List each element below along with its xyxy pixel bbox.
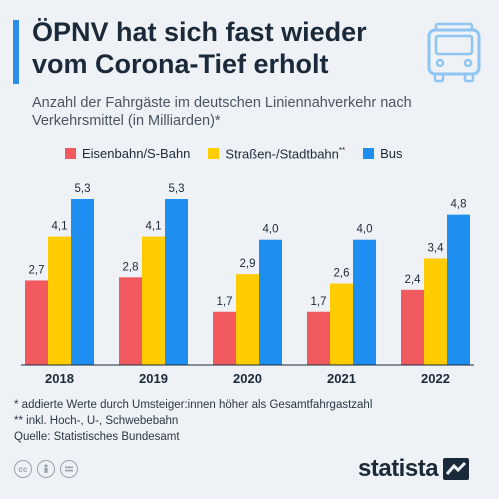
- data-label-strassenbahn-2022: 3,4: [428, 243, 445, 255]
- bar-strassenbahn-2019: [142, 236, 165, 365]
- legend-item-strassenbahn: Straßen-/Stadtbahn**: [208, 146, 345, 161]
- nd-icon[interactable]: [60, 460, 78, 478]
- data-label-eisenbahn-2018: 2,7: [29, 264, 45, 276]
- data-label-eisenbahn-2019: 2,8: [123, 261, 139, 273]
- statista-brand[interactable]: statista: [358, 455, 470, 483]
- title-accent-bar: [13, 20, 19, 84]
- data-label-bus-2020: 4,0: [263, 224, 279, 236]
- bar-eisenbahn-2022: [401, 289, 424, 365]
- footnotes: * addierte Werte durch Umsteiger:innen h…: [14, 397, 372, 445]
- x-tick-label-2020: 2020: [233, 371, 262, 386]
- data-label-eisenbahn-2021: 1,7: [311, 296, 327, 308]
- x-tick-label-2022: 2022: [421, 371, 450, 386]
- bar-strassenbahn-2018: [48, 236, 71, 365]
- data-label-eisenbahn-2022: 2,4: [405, 274, 422, 286]
- bar-bus-2019: [165, 199, 188, 365]
- bar-strassenbahn-2020: [236, 274, 259, 365]
- data-label-bus-2021: 4,0: [357, 224, 373, 236]
- bar-bus-2020: [259, 239, 282, 365]
- bar-strassenbahn-2022: [424, 258, 447, 365]
- chart-title: ÖPNV hat sich fast wieder vom Corona-Tie…: [32, 17, 367, 79]
- by-icon[interactable]: [37, 460, 55, 478]
- data-label-bus-2018: 5,3: [75, 183, 91, 195]
- bar-bus-2018: [71, 199, 94, 365]
- legend: Eisenbahn/S-Bahn Straßen-/Stadtbahn** Bu…: [65, 146, 421, 161]
- license-icons: cc: [14, 460, 83, 478]
- footnote-2: ** inkl. Hoch-, U-, Schwebebahn: [14, 415, 179, 427]
- legend-label-strassenbahn-sup: **: [338, 146, 346, 155]
- bar-eisenbahn-2018: [25, 280, 48, 365]
- bar-eisenbahn-2020: [213, 311, 236, 365]
- data-label-strassenbahn-2018: 4,1: [52, 221, 68, 233]
- legend-swatch-bus: [363, 148, 375, 160]
- legend-label-bus: Bus: [380, 146, 403, 162]
- footnote-1: * addierte Werte durch Umsteiger:innen h…: [14, 399, 373, 411]
- data-label-strassenbahn-2021: 2,6: [334, 268, 350, 280]
- x-tick-label-2019: 2019: [139, 371, 168, 386]
- data-label-strassenbahn-2020: 2,9: [240, 258, 256, 270]
- data-label-bus-2022: 4,8: [451, 199, 467, 211]
- x-tick-label-2021: 2021: [327, 371, 356, 386]
- bar-bus-2021: [353, 239, 376, 365]
- x-tick-label-2018: 2018: [45, 371, 74, 386]
- statista-logo-icon: [443, 458, 470, 480]
- legend-swatch-eisenbahn: [65, 148, 76, 160]
- cc-icon[interactable]: cc: [14, 460, 32, 478]
- data-label-eisenbahn-2020: 1,7: [217, 296, 233, 308]
- legend-label-strassenbahn: Straßen-/Stadtbahn: [225, 146, 339, 162]
- legend-item-eisenbahn: Eisenbahn/S-Bahn: [65, 146, 190, 161]
- bar-bus-2022: [447, 214, 470, 365]
- bar-eisenbahn-2021: [307, 311, 330, 365]
- legend-label-eisenbahn: Eisenbahn/S-Bahn: [82, 146, 191, 162]
- bar-eisenbahn-2019: [119, 277, 142, 365]
- source-note: Quelle: Statistisches Bundesamt: [14, 431, 180, 443]
- legend-swatch-strassenbahn: [208, 148, 220, 160]
- bus-icon: [427, 22, 481, 83]
- brand-name: statista: [358, 455, 439, 482]
- data-label-strassenbahn-2019: 4,1: [146, 221, 162, 233]
- data-label-bus-2019: 5,3: [169, 183, 185, 195]
- legend-item-bus: Bus: [363, 146, 403, 162]
- bar-strassenbahn-2021: [330, 283, 353, 365]
- chart-subtitle: Anzahl der Fahrgäste im deutschen Linien…: [32, 95, 412, 129]
